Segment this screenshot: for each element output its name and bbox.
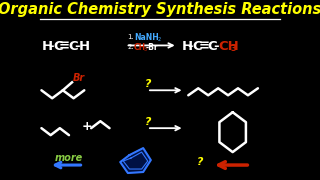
Text: -Br: -Br (146, 43, 158, 52)
Text: C: C (68, 40, 78, 53)
Text: H: H (42, 40, 52, 53)
Text: -: - (48, 40, 54, 53)
Text: 3: 3 (143, 47, 146, 52)
Text: ?: ? (197, 157, 203, 167)
Text: 2.: 2. (127, 44, 134, 50)
Text: ≡: ≡ (59, 40, 70, 53)
Text: H: H (79, 40, 90, 53)
Text: -: - (188, 40, 193, 53)
Text: CH: CH (218, 40, 239, 53)
Text: ?: ? (145, 79, 151, 89)
Text: Br: Br (73, 73, 85, 83)
Text: 3: 3 (230, 44, 236, 53)
Text: +: + (82, 120, 92, 133)
Text: 1.: 1. (127, 34, 134, 40)
Text: 2: 2 (158, 37, 161, 42)
Text: -: - (213, 40, 219, 53)
Text: C: C (207, 40, 217, 53)
Polygon shape (120, 148, 151, 173)
Text: CH: CH (134, 43, 146, 52)
Text: ≡: ≡ (198, 40, 209, 53)
Text: C: C (53, 40, 62, 53)
Text: ?: ? (145, 117, 151, 127)
Text: NaNH: NaNH (134, 33, 159, 42)
Text: Organic Chemistry Synthesis Reactions: Organic Chemistry Synthesis Reactions (0, 2, 320, 17)
Text: H: H (181, 40, 193, 53)
Text: more: more (54, 153, 83, 163)
Text: -: - (74, 40, 80, 53)
Text: C: C (192, 40, 202, 53)
